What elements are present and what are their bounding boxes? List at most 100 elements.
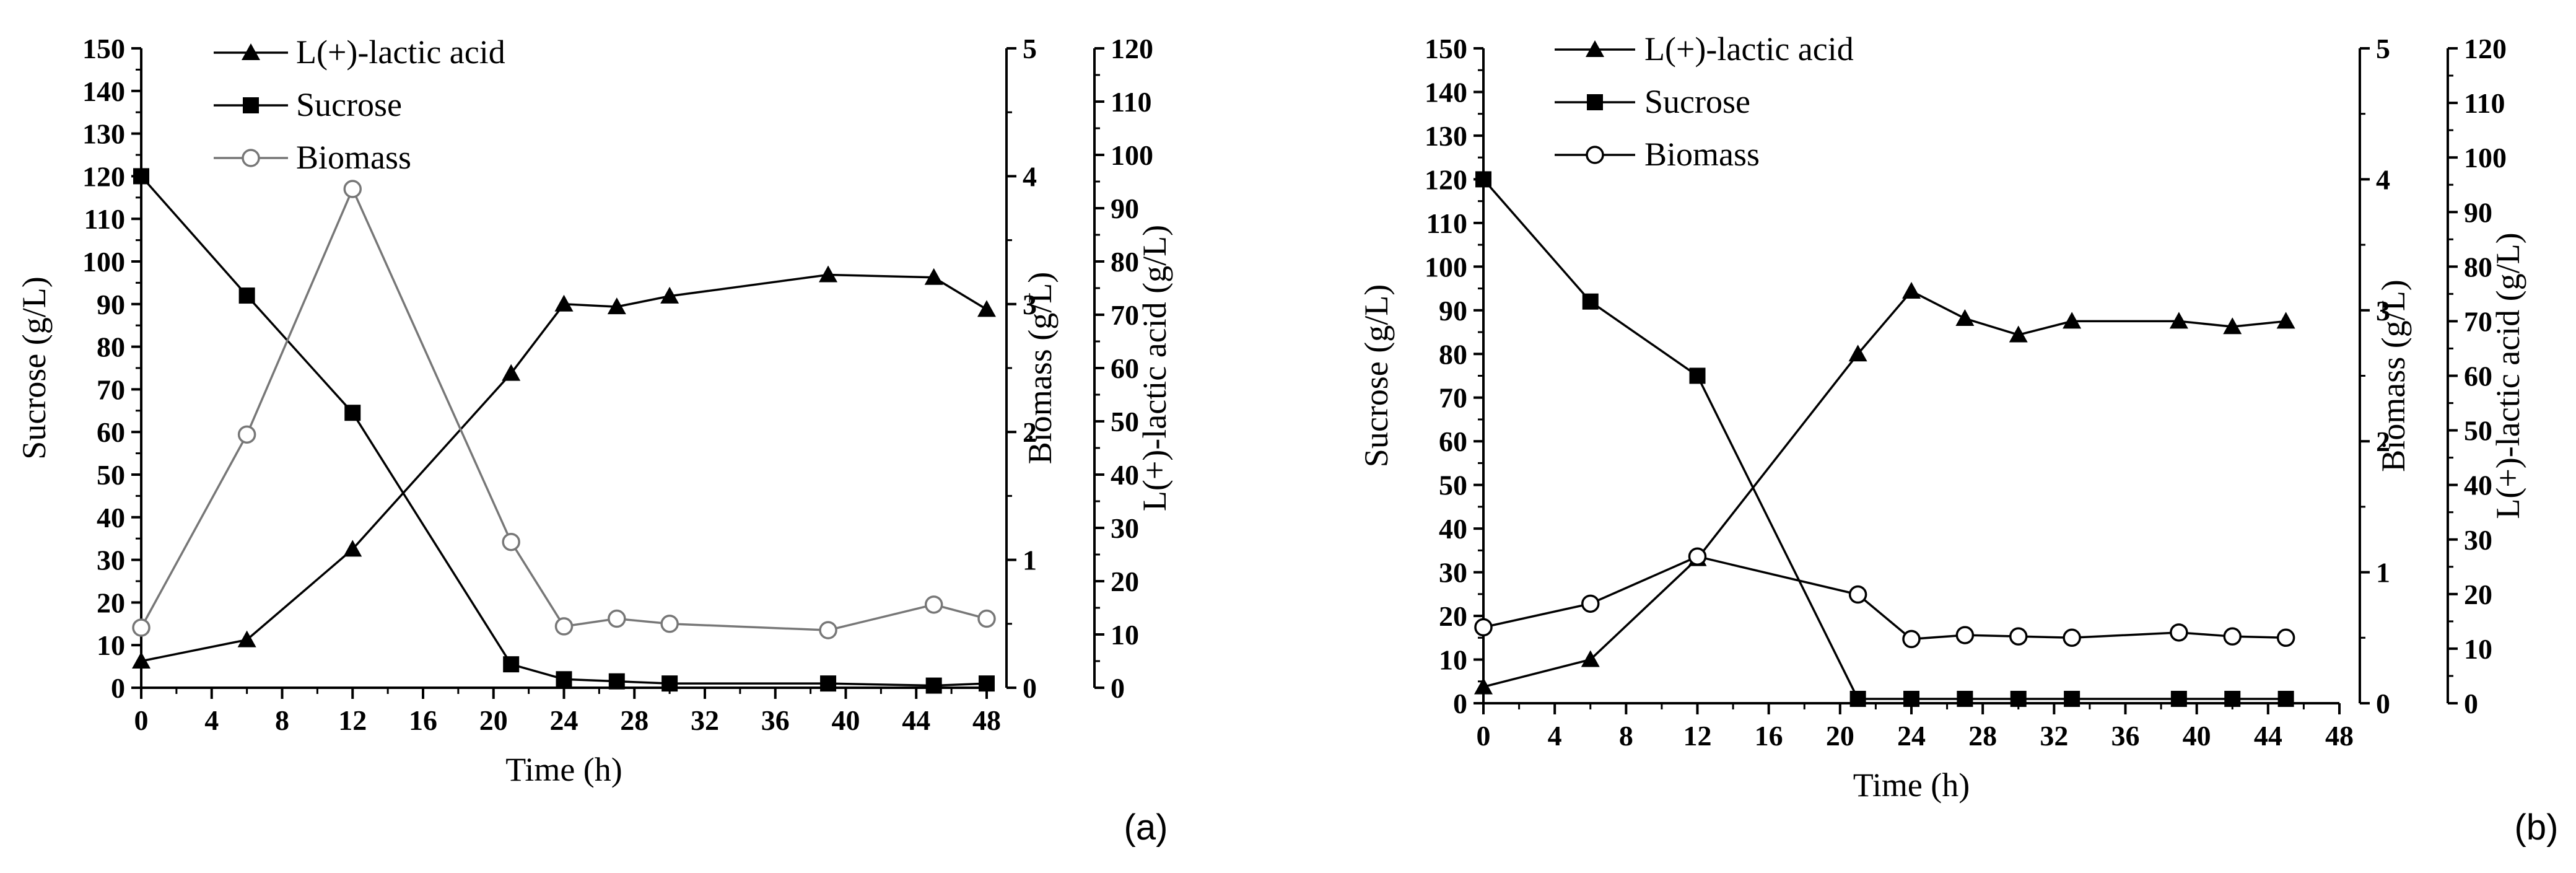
sucrose-tick-label: 60 [1439,426,1467,457]
biomass-point [1955,626,1975,644]
biomass-point [2063,628,2081,647]
biomass-point [2223,627,2242,646]
lactic-point [502,364,521,381]
sucrose-tick-label: 30 [1439,557,1467,589]
legend-marker-lactic [242,43,260,60]
lactic-point [660,286,679,304]
sucrose-tick-label: 10 [1439,644,1467,676]
biomass-point [608,609,626,628]
biomass-tick-label: 4 [2376,164,2390,195]
legend-marker-biomass [1586,146,1604,164]
lactic-tick-label: 80 [2464,251,2492,283]
sucrose-point [820,675,837,692]
x-tick-label: 20 [479,704,508,736]
lactic-tick-label: 60 [1111,353,1139,384]
x-tick-label: 48 [2325,720,2354,752]
legend-label-lactic: L(+)-lactic acid [296,33,505,71]
sucrose-tick-label: 60 [97,416,125,448]
panel-label: (b) [2515,807,2559,848]
sucrose-tick-label: 10 [97,630,125,661]
biomass-tick-label: 5 [2376,33,2390,64]
x-tick-label: 40 [832,704,860,736]
series-biomass [1474,547,2295,649]
lactic-tick-label: 90 [2464,196,2492,228]
lactic-tick-label: 60 [2464,361,2492,392]
series-line-biomass [1483,555,2286,641]
series-sucrose [1475,171,2294,707]
biomass-tick-label: 2 [1023,416,1037,448]
sucrose-tick-label: 90 [97,289,125,320]
legend-label-sucrose: Sucrose [296,86,402,123]
sucrose-tick-label: 40 [1439,513,1467,545]
biomass-tick-label: 0 [2376,688,2390,719]
x-tick-label: 12 [1683,720,1712,752]
lactic-tick-label: 20 [1111,566,1139,597]
lactic-point [132,652,151,669]
sucrose-tick-label: 90 [1439,295,1467,327]
sucrose-point [503,656,520,673]
sucrose-tick-label: 110 [84,203,125,235]
x-tick-label: 16 [1755,720,1783,752]
lactic-tick-label: 110 [2464,87,2505,119]
lactic-tick-label: 40 [2464,470,2492,501]
biomass-tick-label: 1 [2376,557,2390,589]
lactic-tick-label: 80 [1111,246,1139,278]
lactic-point [2063,312,2082,329]
biomass-axis-title: Biomass (g/L) [1021,272,1059,464]
biomass-point [343,180,362,198]
lactic-tick-label: 100 [2464,142,2507,173]
series-line-biomass [140,186,987,631]
biomass-point [819,621,837,639]
x-tick-label: 20 [1826,720,1854,752]
x-tick-label: 12 [338,704,367,736]
biomass-point [237,425,256,444]
sucrose-tick-label: 70 [1439,382,1467,414]
biomass-tick-label: 4 [1023,160,1037,192]
lactic-tick-label: 120 [1111,33,1153,64]
sucrose-tick-label: 150 [1425,33,1467,64]
sucrose-point [2277,690,2294,707]
sucrose-tick-label: 70 [97,374,125,405]
sucrose-tick-label: 120 [1425,164,1467,195]
lactic-point [343,540,362,557]
biomass-point [1474,618,1493,637]
sucrose-point [1689,367,1706,384]
x-tick-label: 36 [2111,720,2140,752]
lactic-tick-label: 0 [1111,672,1125,704]
sucrose-point [979,675,995,692]
x-tick-label: 32 [2040,720,2068,752]
lactic-point [1581,650,1600,667]
biomass-tick-label: 5 [1023,33,1037,64]
lactic-point [819,265,838,283]
x-tick-label: 0 [134,704,149,736]
legend-label-lactic: L(+)-lactic acid [1644,30,1854,68]
sucrose-tick-label: 50 [1439,470,1467,501]
sucrose-tick-label: 20 [97,587,125,618]
sucrose-tick-label: 20 [1439,600,1467,632]
lactic-tick-label: 40 [1111,459,1139,491]
x-tick-label: 44 [2254,720,2282,752]
lactic-point [2169,312,2188,329]
sucrose-point [1957,690,1973,707]
sucrose-tick-label: 100 [82,246,125,278]
lactic-point [1848,344,1867,362]
sucrose-point [1475,171,1491,188]
biomass-point [2009,627,2028,646]
x-tick-label: 44 [902,704,930,736]
sucrose-point [1582,293,1599,310]
sucrose-tick-label: 150 [82,33,125,64]
biomass-point [502,532,520,551]
lactic-tick-label: 30 [2464,524,2492,556]
legend-marker-biomass [242,149,260,167]
lactic-tick-label: 100 [1111,139,1153,171]
panel-label: (a) [1124,807,1168,848]
sucrose-point [556,671,572,688]
sucrose-point [1903,690,1919,707]
x-axis-title: Time (h) [1853,766,1970,804]
lactic-tick-label: 10 [2464,633,2492,665]
legend-label-biomass: Biomass [296,139,411,176]
biomass-point [554,617,574,636]
